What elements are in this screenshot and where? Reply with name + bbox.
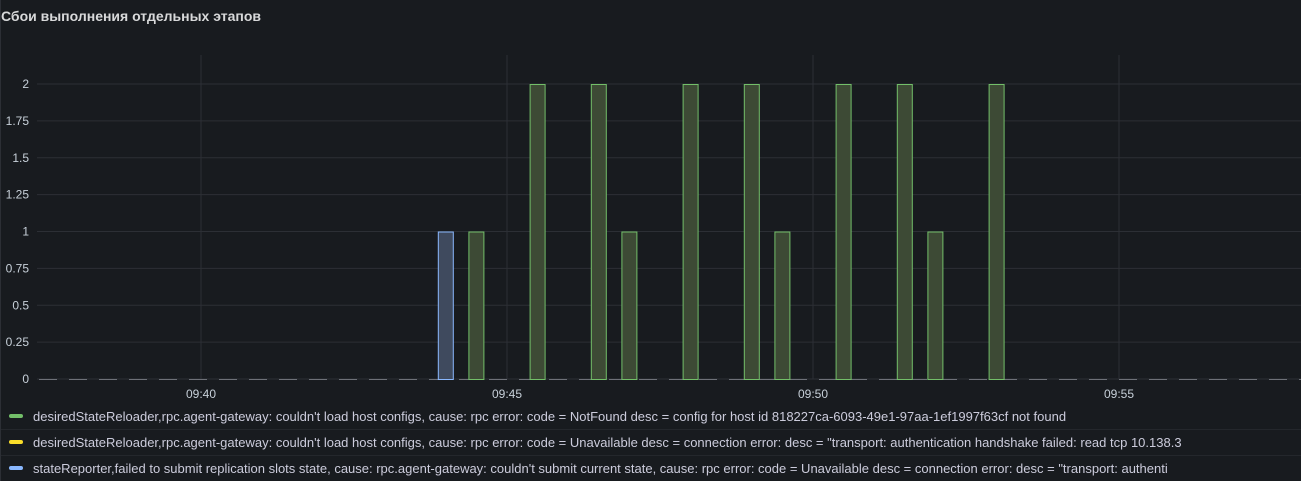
y-tick-label: 1.5 (12, 151, 29, 165)
bar-series-0 (529, 84, 546, 380)
bar-series-0 (896, 84, 913, 380)
bar-series-0 (835, 84, 852, 380)
y-tick-label: 0.25 (6, 335, 30, 349)
legend-swatch-blue (9, 466, 23, 470)
legend-divider (1, 455, 1301, 456)
bar-series-0 (927, 231, 944, 380)
y-tick-label: 1 (22, 225, 29, 239)
x-tick-label: 09:55 (1104, 387, 1134, 401)
legend-label-notfound: desiredStateReloader,rpc.agent-gateway: … (33, 408, 1067, 424)
bar-series-0 (621, 231, 638, 380)
bar-series-0 (743, 84, 760, 380)
bar-series-0 (590, 84, 607, 380)
x-tick-label: 09:50 (798, 387, 828, 401)
legend-item-state-reporter[interactable]: stateReporter,failed to submit replicati… (9, 456, 1168, 480)
y-tick-label: 0.75 (6, 261, 30, 275)
bar-series-0 (988, 84, 1005, 380)
x-tick-label: 09:45 (492, 387, 522, 401)
legend-swatch-green (9, 414, 23, 418)
y-tick-label: 0 (22, 372, 29, 386)
bar-series-0 (682, 84, 699, 380)
bar-series-0 (468, 231, 485, 380)
legend-label-state-reporter: stateReporter,failed to submit replicati… (33, 460, 1168, 476)
y-tick-label: 1.75 (6, 114, 30, 128)
bar-chart: 0 0.25 0.5 0.75 1 1.25 1.5 1.75 2 09:40 09:45 09:50… (6, 55, 1301, 401)
legend-swatch-yellow (9, 440, 23, 444)
bar-series-0 (774, 231, 791, 380)
y-tick-label: 1.25 (6, 188, 30, 202)
bar-series-2 (437, 231, 454, 380)
y-tick-label: 2 (22, 77, 29, 91)
panel-title[interactable]: Сбои выполнения отдельных этапов (1, 8, 262, 24)
legend-item-notfound[interactable]: desiredStateReloader,rpc.agent-gateway: … (9, 404, 1066, 428)
legend-item-unavailable-handshake[interactable]: desiredStateReloader,rpc.agent-gateway: … (9, 430, 1182, 454)
legend-label-unavailable-handshake: desiredStateReloader,rpc.agent-gateway: … (33, 434, 1182, 450)
y-tick-label: 0.5 (12, 298, 29, 312)
legend-divider (1, 429, 1301, 430)
x-tick-label: 09:40 (186, 387, 216, 401)
